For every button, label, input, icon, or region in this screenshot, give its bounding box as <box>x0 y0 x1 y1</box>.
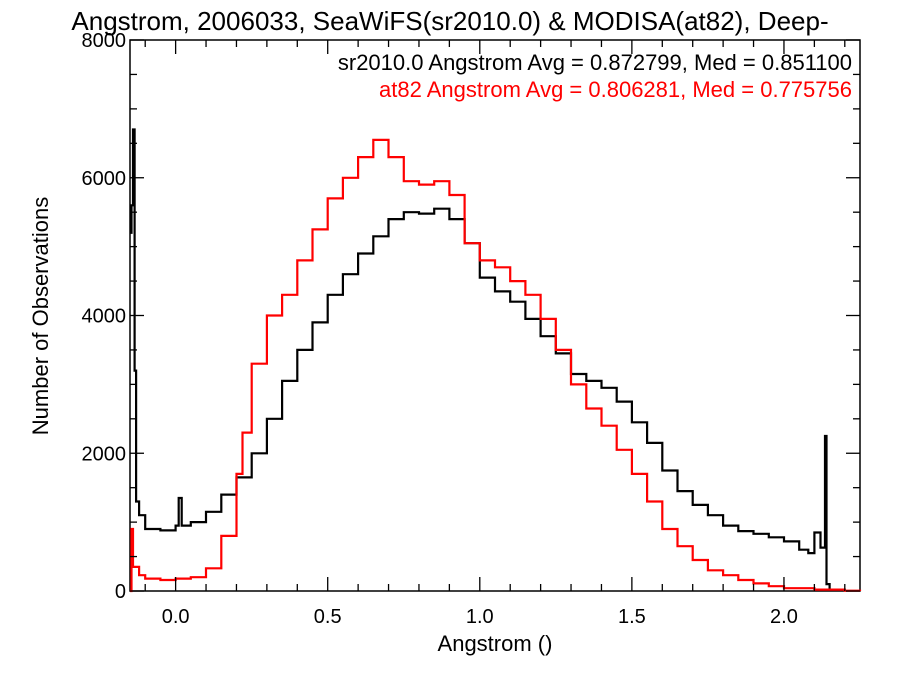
x-tick-label: 0.5 <box>314 606 342 628</box>
chart-title: Angstrom, 2006033, SeaWiFS(sr2010.0) & M… <box>71 6 828 36</box>
y-tick-label: 2000 <box>82 443 127 465</box>
y-tick-label: 8000 <box>82 30 127 52</box>
series-layer <box>130 128 862 593</box>
y-tick-label: 6000 <box>82 168 127 190</box>
y-tick-label: 4000 <box>82 306 127 328</box>
axis-layer: 0.0 0.5 1.0 1.5 2.0 0 2000 4000 6000 8000 <box>82 30 860 628</box>
series-line-0 <box>130 128 831 591</box>
x-tick-label: 1.5 <box>618 606 646 628</box>
x-tick-label: 2.0 <box>770 606 798 628</box>
plot-area-frame <box>129 39 861 592</box>
legend-entry-at82: at82 Angstrom Avg = 0.806281, Med = 0.77… <box>379 77 852 102</box>
series-line-1 <box>130 138 862 593</box>
legend-entry-sr2010: sr2010.0 Angstrom Avg = 0.872799, Med = … <box>338 50 852 75</box>
y-axis-label: Number of Observations <box>28 197 53 435</box>
y-tick-label: 0 <box>115 581 126 603</box>
x-axis-label: Angstrom () <box>438 631 553 656</box>
x-tick-label: 1.0 <box>466 606 494 628</box>
x-tick-label: 0.0 <box>162 606 190 628</box>
